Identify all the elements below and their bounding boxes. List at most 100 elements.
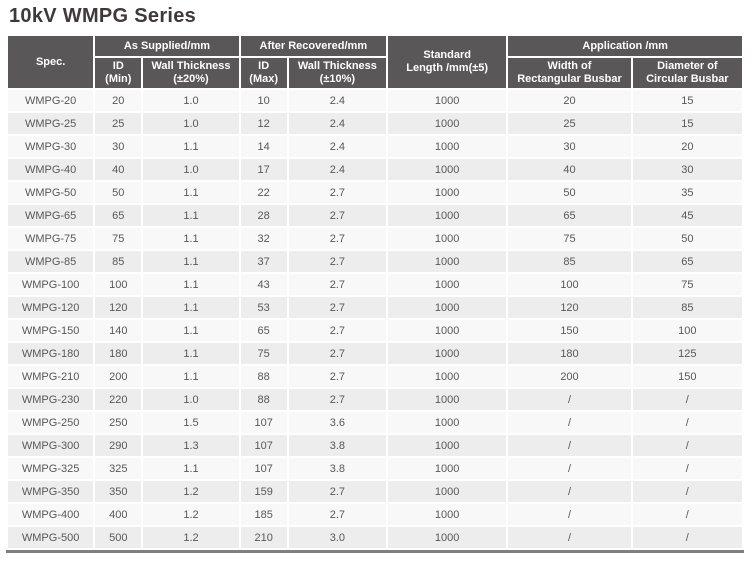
table-cell: / [508, 389, 631, 410]
spec-cell: WMPG-400 [8, 504, 94, 525]
table-cell: 1000 [388, 366, 507, 387]
col-group-after-recovered-label: After Recovered/mm [259, 39, 368, 52]
table-cell: 400 [95, 504, 142, 525]
table-cell: 1.1 [143, 320, 239, 341]
table-cell: 2.7 [288, 504, 386, 525]
table-cell: / [632, 435, 742, 456]
table-row: WMPG-75 75 1.1 32 2.7 1000 75 50 [8, 228, 742, 249]
spec-cell: WMPG-180 [8, 343, 94, 364]
table-cell: 1.1 [143, 182, 239, 203]
table-cell: 35 [632, 182, 742, 203]
table-row: WMPG-50 50 1.1 22 2.7 1000 50 35 [8, 182, 742, 203]
table-cell: 85 [508, 251, 631, 272]
spec-table-header: Spec. As Supplied/mm After Recovered/mm … [8, 36, 742, 88]
table-cell: 2.4 [288, 159, 386, 180]
table-cell: 140 [95, 320, 142, 341]
table-cell: 3.8 [288, 458, 386, 479]
table-cell: 1.1 [143, 228, 239, 249]
table-cell: 150 [508, 320, 631, 341]
table-cell: 159 [240, 481, 287, 502]
table-row: WMPG-230 220 1.0 88 2.7 1000// [8, 389, 742, 410]
table-cell: 220 [95, 389, 142, 410]
table-cell: 2.7 [288, 205, 386, 226]
table-row: WMPG-400 400 1.2 185 2.7 1000// [8, 504, 742, 525]
table-cell: 30 [632, 159, 742, 180]
table-cell: 290 [95, 435, 142, 456]
table-cell: 1000 [388, 159, 507, 180]
table-cell: 1000 [388, 251, 507, 272]
table-cell: 88 [240, 366, 287, 387]
table-row: WMPG-250 250 1.5 107 3.6 1000// [8, 412, 742, 433]
table-cell: 1.2 [143, 481, 239, 502]
table-row: WMPG-85 85 1.1 37 2.7 1000 85 65 [8, 251, 742, 272]
table-cell: 75 [632, 274, 742, 295]
table-cell: 2.7 [288, 228, 386, 249]
spec-cell: WMPG-65 [8, 205, 94, 226]
table-cell: 1.1 [143, 274, 239, 295]
table-cell: 1000 [388, 113, 507, 134]
col-group-as-supplied: As Supplied/mm [95, 36, 239, 56]
table-row: WMPG-65 65 1.1 28 2.7 1000 65 45 [8, 205, 742, 226]
id-max-line2: (Max) [249, 73, 279, 85]
table-cell: 500 [95, 527, 142, 548]
table-cell: 37 [240, 251, 287, 272]
table-cell: 1.1 [143, 136, 239, 157]
width-rectangular-line2: Rectangular Busbar [517, 73, 622, 85]
table-cell: 1.1 [143, 366, 239, 387]
diameter-circular-line2: Circular Busbar [646, 73, 729, 85]
table-cell: / [632, 389, 742, 410]
spec-cell: WMPG-100 [8, 274, 94, 295]
table-cell: 185 [240, 504, 287, 525]
table-cell: 1000 [388, 527, 507, 548]
table-cell: 1000 [388, 435, 507, 456]
table-cell: 50 [95, 182, 142, 203]
table-cell: 1000 [388, 481, 507, 502]
table-cell: / [632, 527, 742, 548]
table-cell: 1.1 [143, 297, 239, 318]
table-cell: 65 [508, 205, 631, 226]
spec-cell: WMPG-20 [8, 90, 94, 111]
table-cell: 65 [632, 251, 742, 272]
table-cell: 25 [508, 113, 631, 134]
table-cell: 1.3 [143, 435, 239, 456]
table-cell: 1.0 [143, 159, 239, 180]
table-row: WMPG-350 350 1.2 159 2.7 1000// [8, 481, 742, 502]
table-cell: 1.1 [143, 251, 239, 272]
table-cell: 1.2 [143, 504, 239, 525]
table-cell: 3.6 [288, 412, 386, 433]
table-cell: 1.1 [143, 205, 239, 226]
table-cell: / [508, 504, 631, 525]
table-cell: 30 [95, 136, 142, 157]
standard-length-line2: Length /mm(±5) [406, 62, 489, 74]
col-group-as-supplied-label: As Supplied/mm [123, 39, 211, 52]
table-row: WMPG-210 200 1.1 88 2.7 1000 200 150 [8, 366, 742, 387]
id-max-line1: ID [258, 60, 270, 72]
table-cell: 1.0 [143, 389, 239, 410]
wall-thickness-20-line1: Wall Thickness [151, 60, 231, 72]
spec-cell: WMPG-210 [8, 366, 94, 387]
table-cell: 1000 [388, 343, 507, 364]
table-row: WMPG-30 30 1.1 14 2.4 1000 30 20 [8, 136, 742, 157]
table-cell: 1.1 [143, 343, 239, 364]
table-cell: 10 [240, 90, 287, 111]
table-cell: 65 [95, 205, 142, 226]
col-header-standard-length: Standard Length /mm(±5) [388, 36, 507, 88]
spec-cell: WMPG-120 [8, 297, 94, 318]
table-cell: 107 [240, 412, 287, 433]
table-cell: 28 [240, 205, 287, 226]
table-cell: 1000 [388, 136, 507, 157]
table-cell: 1.0 [143, 90, 239, 111]
table-cell: 210 [240, 527, 287, 548]
table-cell: / [632, 504, 742, 525]
table-cell: 1000 [388, 458, 507, 479]
table-cell: 1.1 [143, 458, 239, 479]
table-cell: 1000 [388, 182, 507, 203]
page-title: 10kV WMPG Series [9, 5, 197, 27]
table-cell: 43 [240, 274, 287, 295]
group-header-row: Spec. As Supplied/mm After Recovered/mm … [8, 36, 742, 88]
table-cell: / [508, 527, 631, 548]
spec-cell: WMPG-40 [8, 159, 94, 180]
table-cell: 2.7 [288, 274, 386, 295]
table-cell: 1.0 [143, 113, 239, 134]
table-row: WMPG-180 180 1.1 75 2.7 1000 180 125 [8, 343, 742, 364]
